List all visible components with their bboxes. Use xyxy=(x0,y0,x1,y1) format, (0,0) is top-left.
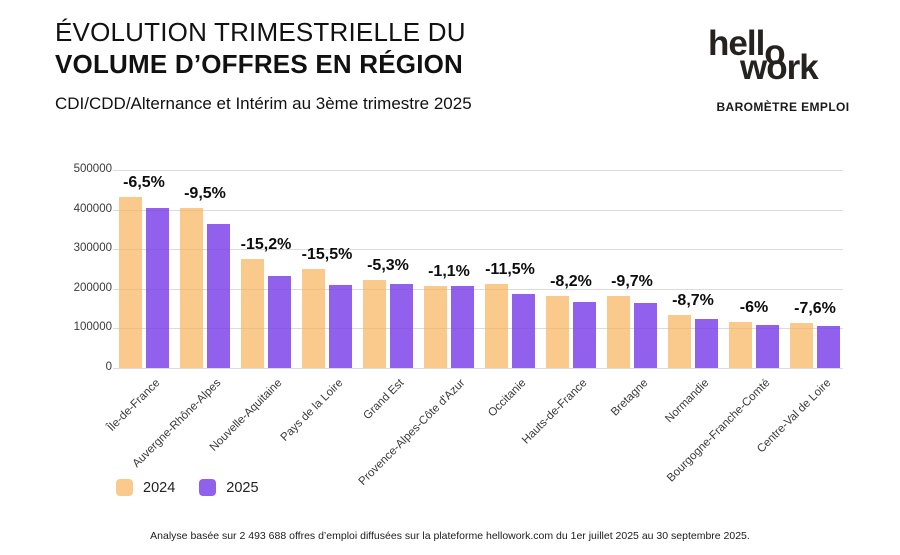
x-tick-label: Provence-Alpes-Côte d'Azur xyxy=(356,377,468,488)
bar-2025 xyxy=(634,303,657,368)
y-grid-line xyxy=(113,209,843,211)
logo-tagline: BAROMÈTRE EMPLOI xyxy=(716,100,850,114)
y-tick-label: 200000 xyxy=(73,281,112,294)
y-tick-label: 500000 xyxy=(73,163,112,175)
delta-label: -8,7% xyxy=(672,291,714,309)
bar-2024 xyxy=(790,322,813,368)
delta-label: -15,2% xyxy=(240,236,292,254)
bar-2024 xyxy=(607,295,630,368)
hellowork-wordmark: hello work xyxy=(708,24,819,87)
bar-2025 xyxy=(573,302,596,368)
delta-label: -9,7% xyxy=(611,272,653,290)
bar-2025 xyxy=(451,286,474,368)
header: ÉVOLUTION TRIMESTRIELLE DU VOLUME D’OFFR… xyxy=(55,16,472,114)
delta-label: -11,5% xyxy=(485,261,535,279)
bar-2024 xyxy=(729,322,752,368)
y-grid-line-overlay xyxy=(113,209,843,211)
x-tick-label: Hauts-de-France xyxy=(519,377,590,447)
y-tick-label: 300000 xyxy=(73,242,112,255)
page-title-line1: ÉVOLUTION TRIMESTRIELLE DU xyxy=(55,17,466,47)
bar-2025 xyxy=(756,324,779,368)
bar-2024 xyxy=(485,284,508,368)
bar-2024 xyxy=(119,196,142,368)
delta-label: -6,5% xyxy=(123,173,165,191)
delta-label: -7,6% xyxy=(794,299,836,317)
y-grid-line xyxy=(113,328,843,330)
bar-2024 xyxy=(668,314,691,368)
delta-label: -5,3% xyxy=(367,256,409,274)
y-grid-line xyxy=(113,249,843,251)
delta-label: -8,2% xyxy=(550,273,592,291)
legend-swatch-2024 xyxy=(116,479,133,496)
y-grid-line xyxy=(113,170,843,171)
legend-item-2024: 2024 xyxy=(116,479,175,496)
delta-label: -9,5% xyxy=(184,185,226,203)
legend-label-2024: 2024 xyxy=(143,479,176,496)
y-grid-line-overlay xyxy=(113,288,843,290)
delta-label: -6% xyxy=(739,299,769,317)
legend-item-2025: 2025 xyxy=(199,479,259,496)
bar-2025 xyxy=(390,284,413,368)
bar-2024 xyxy=(546,296,569,368)
bar-2024 xyxy=(302,269,325,368)
y-tick-label: 100000 xyxy=(73,321,112,334)
y-grid-line-overlay xyxy=(113,170,843,171)
bar-2025 xyxy=(207,223,230,368)
bar-2025 xyxy=(695,319,718,368)
y-tick-label: 0 xyxy=(105,361,112,373)
legend-swatch-2025 xyxy=(199,479,217,496)
y-grid-line-overlay xyxy=(113,328,843,330)
bar-2025 xyxy=(512,293,535,368)
y-tick-label: 400000 xyxy=(73,202,112,215)
delta-label: -1,1% xyxy=(428,262,470,280)
bar-2025 xyxy=(146,208,169,368)
logo-o-glyph: o xyxy=(764,33,785,72)
x-tick-label: Bretagne xyxy=(608,377,651,419)
x-tick-label: Bourgogne-Franche-Comté xyxy=(665,377,773,485)
hellowork-logo: hello work BAROMÈTRE EMPLOI xyxy=(708,26,858,114)
bar-2024 xyxy=(180,208,203,368)
x-tick-label: Normandie xyxy=(663,377,712,426)
y-grid-line xyxy=(113,288,843,290)
page-subtitle: CDI/CDD/Alternance et Intérim au 3ème tr… xyxy=(55,94,472,113)
bar-2024 xyxy=(424,285,447,368)
bar-2025 xyxy=(329,284,352,368)
legend-label-2025: 2025 xyxy=(226,479,259,496)
page-title: ÉVOLUTION TRIMESTRIELLE DU VOLUME D’OFFR… xyxy=(55,16,472,80)
source-note: Analyse basée sur 2 493 688 offres d’emp… xyxy=(150,530,750,542)
page-title-line2: VOLUME D’OFFRES EN RÉGION xyxy=(55,49,464,79)
x-tick-label: Occitanie xyxy=(486,377,529,420)
bar-2025 xyxy=(817,326,840,368)
x-tick-label: Centre-Val de Loire xyxy=(755,377,834,456)
y-grid-line xyxy=(113,368,843,369)
x-tick-label: Grand Est xyxy=(361,377,407,423)
bar-2025 xyxy=(268,275,291,368)
y-grid-line-overlay xyxy=(113,249,843,251)
delta-label: -15,5% xyxy=(301,246,353,264)
chart-legend: 2024 2025 xyxy=(116,479,259,496)
bar-2024 xyxy=(363,279,386,368)
bar-2024 xyxy=(241,259,264,368)
